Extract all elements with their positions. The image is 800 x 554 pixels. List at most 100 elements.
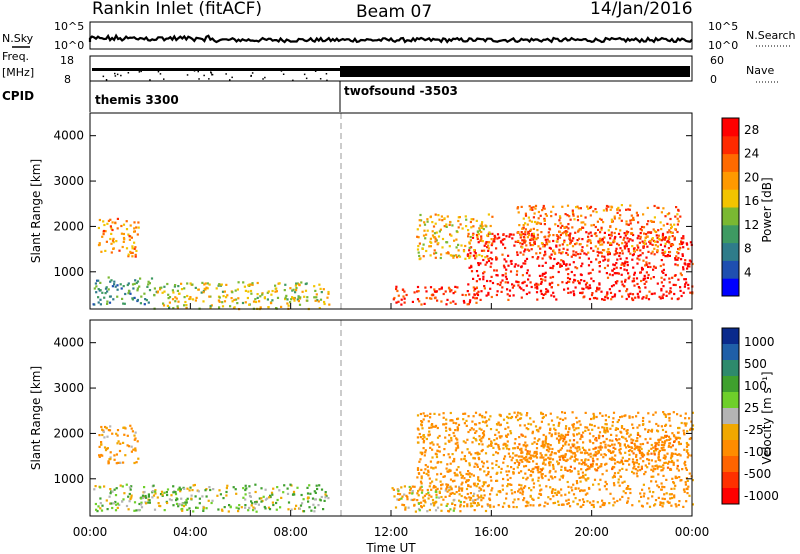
heatmap-cell: [416, 467, 420, 470]
heatmap-cell: [397, 294, 400, 297]
heatmap-cell: [585, 281, 589, 284]
heatmap-cell: [657, 451, 661, 454]
heatmap-cell: [578, 237, 581, 240]
heatmap-cell: [192, 510, 195, 513]
heatmap-cell: [666, 231, 669, 234]
heatmap-cell: [683, 285, 686, 288]
heatmap-cell: [125, 483, 128, 486]
heatmap-cell: [233, 306, 236, 309]
heatmap-cell: [524, 233, 527, 236]
heatmap-cell: [445, 422, 448, 425]
heatmap-cell: [422, 504, 426, 507]
heatmap-cell: [677, 503, 680, 507]
heatmap-cell: [99, 507, 102, 510]
heatmap-cell: [477, 502, 480, 505]
heatmap-cell: [683, 422, 686, 425]
heatmap-cell: [174, 493, 178, 496]
heatmap-cell: [536, 469, 539, 472]
heatmap-cell: [598, 270, 601, 273]
heatmap-cell: [614, 428, 617, 431]
heatmap-cell: [299, 504, 303, 507]
heatmap-cell: [470, 218, 473, 221]
colorbar-tick-label: -1000: [744, 489, 779, 503]
heatmap-cell: [468, 462, 471, 465]
power-colorbar-label: Power [dB]: [760, 177, 774, 242]
heatmap-cell: [527, 232, 530, 235]
heatmap-cell: [509, 430, 512, 433]
heatmap-cell: [449, 462, 452, 465]
heatmap-cell: [610, 433, 613, 436]
colorbar-tick-label: 1000: [744, 335, 775, 349]
heatmap-cell: [611, 424, 614, 427]
heatmap-cell: [433, 412, 436, 415]
heatmap-cell: [521, 460, 524, 463]
heatmap-cell: [626, 264, 629, 267]
heatmap-cell: [488, 231, 491, 234]
heatmap-cell: [486, 485, 489, 488]
nave-dot: [114, 75, 117, 77]
heatmap-cell: [642, 259, 645, 262]
heatmap-cell: [476, 237, 479, 241]
heatmap-cell: [569, 232, 572, 235]
heatmap-cell: [477, 233, 480, 236]
heatmap-cell: [543, 458, 546, 462]
heatmap-cell: [564, 468, 567, 471]
heatmap-cell: [531, 454, 534, 457]
heatmap-cell: [131, 283, 135, 286]
heatmap-cell: [215, 287, 218, 290]
heatmap-cell: [550, 286, 553, 289]
heatmap-cell: [422, 441, 425, 444]
heatmap-cell: [493, 237, 496, 240]
colorbar-tick-label: 20: [744, 170, 759, 184]
heatmap-cell: [437, 235, 441, 238]
heatmap-cell: [484, 263, 487, 266]
heatmap-cell: [684, 278, 687, 281]
heatmap-cell: [618, 484, 621, 487]
heatmap-cell: [436, 487, 439, 490]
heatmap-cell: [673, 292, 676, 296]
heatmap-cell: [687, 287, 690, 290]
heatmap-cell: [446, 241, 449, 244]
heatmap-cell: [613, 272, 616, 275]
heatmap-cell: [580, 435, 583, 438]
heatmap-cell: [526, 269, 529, 272]
heatmap-cell: [598, 488, 601, 491]
heatmap-cell: [403, 485, 406, 488]
heatmap-cell: [482, 272, 485, 275]
heatmap-cell: [668, 493, 671, 496]
heatmap-cell: [446, 502, 449, 506]
heatmap-cell: [491, 242, 494, 245]
heatmap-cell: [186, 282, 189, 285]
heatmap-cell: [466, 254, 470, 257]
heatmap-cell: [582, 489, 585, 492]
heatmap-cell: [127, 253, 130, 256]
heatmap-cell: [560, 433, 563, 436]
heatmap-cell: [599, 251, 602, 254]
heatmap-cell: [643, 492, 646, 495]
heatmap-cell: [633, 247, 636, 250]
heatmap-cell: [553, 452, 556, 455]
heatmap-cell: [568, 237, 572, 240]
heatmap-cell: [543, 443, 546, 446]
heatmap-cell: [628, 415, 631, 418]
heatmap-cell: [571, 411, 574, 414]
heatmap-cell: [424, 449, 427, 452]
heatmap-cell: [602, 502, 605, 505]
heatmap-cell: [441, 246, 444, 249]
heatmap-cell: [689, 241, 692, 244]
heatmap-cell: [452, 292, 455, 295]
heatmap-cell: [418, 488, 421, 491]
heatmap-cell: [188, 489, 191, 492]
heatmap-cell: [161, 493, 164, 496]
heatmap-cell: [641, 297, 644, 300]
heatmap-cell: [309, 492, 312, 495]
heatmap-cell: [595, 437, 598, 440]
heatmap-cell: [535, 429, 539, 432]
heatmap-cell: [452, 256, 455, 259]
heatmap-cell: [420, 485, 423, 488]
heatmap-cell: [603, 502, 606, 505]
heatmap-cell: [485, 261, 488, 264]
heatmap-cell: [634, 446, 637, 449]
heatmap-cell: [525, 453, 529, 456]
heatmap-cell: [206, 287, 209, 290]
